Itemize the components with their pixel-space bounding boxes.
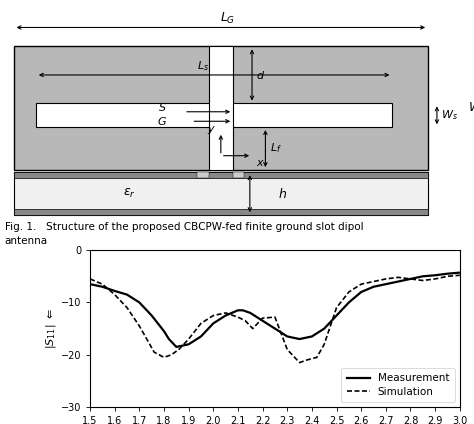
Measurement	[321, 326, 327, 331]
Measurement	[87, 282, 93, 287]
Text: $L_G$: $L_G$	[220, 11, 235, 25]
Text: $L_f$: $L_f$	[270, 142, 282, 156]
Simulation	[297, 360, 302, 365]
Simulation	[358, 282, 364, 287]
Measurement	[420, 274, 426, 279]
Simulation	[198, 321, 204, 326]
Bar	[209, 47, 233, 170]
Simulation	[161, 355, 167, 360]
Measurement	[445, 271, 450, 276]
Text: $W_G$: $W_G$	[468, 100, 474, 116]
Simulation	[137, 324, 142, 329]
Measurement	[408, 276, 413, 282]
Bar	[14, 172, 428, 178]
Measurement	[186, 342, 191, 347]
Measurement	[100, 284, 105, 289]
Measurement	[198, 334, 204, 339]
Measurement	[235, 308, 241, 313]
Simulation	[144, 337, 150, 342]
Simulation	[383, 276, 389, 282]
Simulation	[420, 278, 426, 283]
Simulation	[112, 292, 118, 297]
Text: $L_s$: $L_s$	[197, 59, 209, 73]
Text: $\varepsilon_r$: $\varepsilon_r$	[123, 187, 136, 200]
Measurement	[166, 337, 172, 342]
Measurement	[247, 310, 253, 315]
Simulation	[176, 347, 182, 352]
Measurement	[260, 318, 265, 323]
Simulation	[457, 273, 463, 278]
Measurement	[240, 308, 246, 313]
Measurement	[334, 313, 339, 318]
Simulation	[321, 342, 327, 347]
Simulation	[371, 279, 376, 284]
Text: antenna: antenna	[5, 237, 48, 246]
Line: Measurement: Measurement	[90, 273, 460, 347]
Bar	[14, 172, 428, 215]
Text: $x$: $x$	[256, 158, 265, 168]
Simulation	[408, 276, 413, 282]
Simulation	[223, 310, 228, 315]
Simulation	[186, 337, 191, 342]
Text: $d$: $d$	[256, 69, 265, 81]
Y-axis label: $|S_{11}|$ $\Leftarrow$: $|S_{11}|$ $\Leftarrow$	[44, 308, 58, 349]
Measurement	[149, 313, 155, 318]
Measurement	[383, 282, 389, 287]
Text: $h$: $h$	[278, 187, 288, 201]
Simulation	[87, 276, 93, 282]
Measurement	[124, 292, 130, 297]
Simulation	[243, 318, 248, 323]
Text: $G$: $G$	[157, 115, 167, 127]
Bar	[14, 209, 428, 215]
Measurement	[210, 321, 216, 326]
Legend: Measurement, Simulation: Measurement, Simulation	[341, 368, 455, 402]
Simulation	[260, 315, 265, 321]
Bar	[36, 103, 392, 127]
Simulation	[445, 274, 450, 279]
Measurement	[371, 284, 376, 289]
Simulation	[346, 290, 352, 295]
Simulation	[100, 282, 105, 287]
Measurement	[358, 290, 364, 295]
Simulation	[284, 347, 290, 352]
Simulation	[250, 326, 255, 331]
Line: Simulation: Simulation	[90, 275, 460, 363]
Measurement	[173, 344, 179, 349]
Simulation	[395, 275, 401, 280]
Text: Fig. 1.   Structure of the proposed CBCPW-fed finite ground slot dipol: Fig. 1. Structure of the proposed CBCPW-…	[5, 222, 364, 232]
Simulation	[334, 305, 339, 310]
Measurement	[457, 270, 463, 275]
Measurement	[223, 313, 228, 318]
Measurement	[284, 334, 290, 339]
Measurement	[112, 288, 118, 293]
Text: $W_s$: $W_s$	[441, 109, 458, 122]
Simulation	[151, 349, 157, 354]
Bar	[198, 172, 209, 178]
Measurement	[297, 337, 302, 342]
Measurement	[309, 334, 315, 339]
Bar	[233, 172, 244, 178]
Text: $y$: $y$	[208, 123, 216, 136]
Simulation	[124, 305, 130, 310]
Text: $S$: $S$	[158, 101, 167, 113]
Measurement	[346, 300, 352, 305]
Measurement	[432, 273, 438, 278]
Measurement	[161, 329, 167, 334]
Simulation	[432, 276, 438, 282]
Simulation	[169, 352, 174, 357]
Simulation	[235, 315, 241, 320]
Simulation	[210, 313, 216, 318]
Measurement	[137, 300, 142, 305]
Simulation	[272, 315, 278, 320]
Bar	[14, 47, 428, 170]
Measurement	[272, 326, 278, 331]
Simulation	[314, 355, 319, 360]
Simulation	[304, 357, 310, 363]
Measurement	[395, 279, 401, 284]
